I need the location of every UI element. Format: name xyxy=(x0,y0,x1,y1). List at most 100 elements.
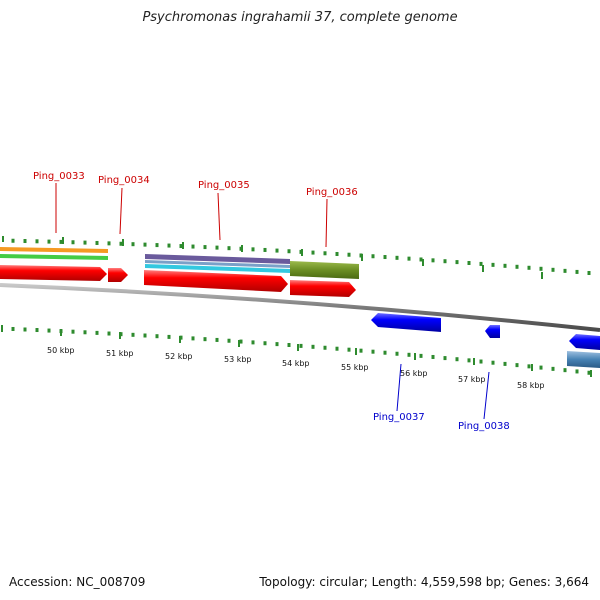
minor-tick xyxy=(95,240,99,245)
minor-tick xyxy=(275,248,279,253)
orange-feature-band[interactable] xyxy=(0,247,108,253)
minor-tick xyxy=(263,341,267,346)
minor-tick xyxy=(491,360,495,365)
minor-tick xyxy=(479,359,483,364)
scale-label: 52 kbp xyxy=(165,352,193,361)
scale-label: 57 kbp xyxy=(458,375,486,384)
minor-tick xyxy=(335,251,339,256)
minor-tick xyxy=(347,347,351,352)
minor-tick xyxy=(419,257,423,262)
minor-tick xyxy=(227,246,231,251)
cds-arrow-ping-0037[interactable] xyxy=(371,313,441,332)
minor-tick xyxy=(383,350,387,355)
minor-tick xyxy=(323,345,327,350)
olive-feature-band[interactable] xyxy=(290,261,359,279)
minor-tick xyxy=(407,256,411,261)
cyan-feature-band[interactable] xyxy=(145,264,290,273)
minor-tick xyxy=(191,244,195,249)
minor-tick xyxy=(83,240,87,245)
minor-tick xyxy=(515,264,519,269)
slate-feature-band[interactable] xyxy=(145,260,290,268)
minor-tick xyxy=(203,337,207,342)
minor-tick xyxy=(47,239,51,244)
genome-backbone xyxy=(0,283,600,332)
minor-tick xyxy=(503,361,507,366)
minor-tick xyxy=(563,268,567,273)
minor-tick xyxy=(155,243,159,248)
cds-arrow-ping-0036[interactable] xyxy=(290,280,356,297)
minor-tick xyxy=(227,338,231,343)
minor-tick xyxy=(35,328,39,333)
minor-tick xyxy=(359,348,363,353)
forward-gene-labels: Ping_0033 Ping_0034 Ping_0035 Ping_0036 xyxy=(33,171,358,248)
minor-tick xyxy=(551,267,555,272)
minor-tick xyxy=(455,260,459,265)
minor-tick xyxy=(287,249,291,254)
scale-label: 55 kbp xyxy=(341,363,369,372)
minor-tick xyxy=(23,327,27,332)
minor-tick xyxy=(143,242,147,247)
minor-tick xyxy=(95,330,99,335)
minor-tick xyxy=(311,250,315,255)
minor-tick xyxy=(587,370,591,375)
minor-tick xyxy=(131,332,135,337)
gene-label-ping-0036[interactable]: Ping_0036 xyxy=(306,187,358,198)
minor-tick xyxy=(467,358,471,363)
minor-tick xyxy=(167,243,171,248)
accession-text: Accession: NC_008709 xyxy=(9,575,146,589)
cds-arrow-ping-0035[interactable] xyxy=(144,270,288,292)
gene-label-ping-0037[interactable]: Ping_0037 xyxy=(373,412,425,423)
minor-tick xyxy=(491,262,495,267)
scale-label: 50 kbp xyxy=(47,346,75,355)
minor-tick xyxy=(347,252,351,257)
minor-tick xyxy=(71,329,75,334)
minor-tick xyxy=(191,336,195,341)
minor-tick xyxy=(503,263,507,268)
scale-label: 54 kbp xyxy=(282,359,310,368)
cds-arrow-ping-0038[interactable] xyxy=(485,325,500,338)
cds-arrow-ping-0034[interactable] xyxy=(108,268,128,282)
minor-tick xyxy=(11,238,15,243)
minor-tick xyxy=(563,368,567,373)
lower-tick-dots xyxy=(11,326,591,375)
leader-line-ping-0037 xyxy=(396,363,402,412)
minor-tick xyxy=(71,240,75,245)
gene-label-ping-0038[interactable]: Ping_0038 xyxy=(458,421,510,432)
minor-tick xyxy=(335,346,339,351)
minor-tick xyxy=(131,242,135,247)
lower-tick-row xyxy=(1,325,592,377)
minor-tick xyxy=(431,258,435,263)
minor-tick xyxy=(479,261,483,266)
minor-tick xyxy=(251,247,255,252)
minor-tick xyxy=(431,354,435,359)
minor-tick xyxy=(47,328,51,333)
scale-label: 56 kbp xyxy=(400,369,428,378)
minor-tick xyxy=(323,251,327,256)
minor-tick xyxy=(539,266,543,271)
minor-tick xyxy=(419,353,423,358)
gene-label-ping-0034[interactable]: Ping_0034 xyxy=(98,175,150,186)
scale-labels: 50 kbp 51 kbp 52 kbp 53 kbp 54 kbp 55 kb… xyxy=(47,346,545,390)
minor-tick xyxy=(179,244,183,249)
purple-feature-band[interactable] xyxy=(145,254,290,264)
minor-tick xyxy=(407,352,411,357)
minor-tick xyxy=(371,349,375,354)
leader-line-ping-0038 xyxy=(483,371,490,420)
map-title: Psychromonas ingrahamii 37, complete gen… xyxy=(142,10,458,25)
genome-summary-text: Topology: circular; Length: 4,559,598 bp… xyxy=(259,575,589,589)
upper-tick-dots xyxy=(11,238,591,276)
minor-tick xyxy=(455,357,459,362)
minor-tick xyxy=(155,334,159,339)
cds-arrow-edge[interactable] xyxy=(569,334,600,350)
scale-label: 53 kbp xyxy=(224,355,252,364)
upper-tick-row xyxy=(2,236,591,279)
gene-label-ping-0035[interactable]: Ping_0035 xyxy=(198,180,250,191)
minor-tick xyxy=(395,351,399,356)
minor-tick xyxy=(107,331,111,336)
cds-arrow-ping-0033[interactable] xyxy=(0,265,107,281)
steelblue-feature-band[interactable] xyxy=(567,351,600,368)
gene-label-ping-0033[interactable]: Ping_0033 xyxy=(33,171,85,182)
green-feature-band[interactable] xyxy=(0,254,108,260)
